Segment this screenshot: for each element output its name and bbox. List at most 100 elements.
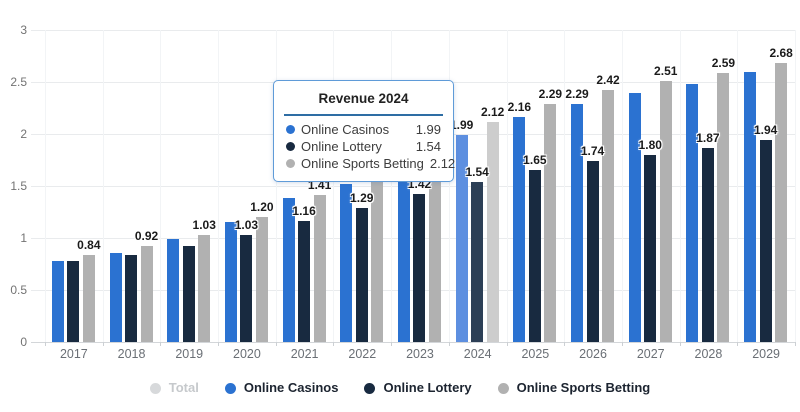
y-gridline-3 [31, 30, 795, 31]
legend-marker-icon [149, 382, 161, 394]
x-axis-label-2021: 2021 [290, 347, 319, 361]
data-label-online-lottery-2020: 1.03 [234, 217, 259, 232]
x-tickmark [45, 342, 46, 346]
tooltip-series-name: Online Sports Betting [301, 156, 424, 171]
bar-online-sports-betting-2021[interactable] [313, 195, 326, 342]
bar-online-lottery-2027[interactable] [644, 154, 657, 342]
bar-online-lottery-2028[interactable] [701, 147, 714, 342]
bar-online-lottery-2029[interactable] [759, 140, 772, 342]
x-gridline [679, 30, 681, 342]
bar-online-lottery-2019[interactable] [182, 246, 195, 342]
bar-online-casinos-2024[interactable] [455, 135, 468, 342]
data-label-online-sports-betting-2019: 1.03 [192, 217, 216, 232]
data-label-online-lottery-2022: 1.29 [350, 190, 374, 205]
bar-online-casinos-2026[interactable] [571, 103, 584, 342]
legend-label: Online Casinos [243, 380, 339, 395]
data-label-online-lottery-2021: 1.16 [292, 204, 316, 219]
y-axis-label-0: 0 [20, 335, 27, 349]
x-gridline [275, 30, 277, 342]
tooltip-divider [284, 114, 443, 116]
legend-label: Online Sports Betting [516, 380, 651, 395]
bar-online-casinos-2022[interactable] [340, 183, 353, 342]
data-label-online-sports-betting-2027: 2.51 [654, 63, 678, 78]
bar-online-sports-betting-2027[interactable] [659, 80, 672, 342]
data-label-online-sports-betting-2017: 0.84 [77, 237, 101, 252]
x-tickmark [448, 342, 450, 346]
bar-online-casinos-2021[interactable] [282, 198, 295, 342]
x-gridline [333, 30, 335, 342]
data-label-online-sports-betting-2029: 2.68 [769, 46, 793, 61]
tooltip-row-online-casinos: Online Casinos 1.99 [274, 121, 453, 138]
bar-online-lottery-2022[interactable] [355, 207, 368, 342]
x-axis-label-2029: 2029 [752, 347, 781, 361]
bar-online-casinos-2028[interactable] [686, 84, 699, 342]
bar-online-casinos-2019[interactable] [167, 239, 180, 342]
legend-label: Online Lottery [383, 380, 472, 395]
y-gridline-1.5 [31, 186, 795, 187]
tooltip-series-name: Online Lottery [301, 139, 382, 154]
data-label-online-sports-betting-2020: 1.20 [250, 200, 274, 215]
x-tickmark [564, 342, 566, 346]
bar-online-lottery-2018[interactable] [125, 254, 138, 342]
bar-online-casinos-2025[interactable] [513, 117, 526, 342]
bar-online-casinos-2023[interactable] [397, 158, 410, 342]
x-gridline [621, 30, 623, 342]
y-axis-label-1: 1 [20, 231, 27, 245]
bar-online-sports-betting-2025[interactable] [544, 103, 557, 342]
x-axis-label-2023: 2023 [406, 347, 434, 361]
bar-online-sports-betting-2029[interactable] [775, 63, 788, 342]
x-axis-label-2026: 2026 [579, 347, 607, 361]
bar-online-lottery-2025[interactable] [528, 170, 541, 342]
x-tickmark [218, 342, 220, 346]
data-label-online-lottery-2028: 1.87 [696, 130, 720, 145]
x-gridline [448, 30, 450, 342]
data-label-online-casinos-2025: 2.16 [507, 100, 532, 115]
bar-online-lottery-2024[interactable] [471, 181, 484, 342]
bar-online-sports-betting-2019[interactable] [198, 234, 211, 342]
x-axis-label-2019: 2019 [175, 347, 204, 361]
x-gridline [102, 30, 104, 342]
bar-online-sports-betting-2017[interactable] [82, 254, 95, 342]
y-gridline-0 [31, 342, 795, 343]
bar-online-sports-betting-2028[interactable] [717, 72, 730, 342]
tooltip: Revenue 2024 Online Casinos 1.99 Online Lo… [273, 80, 455, 182]
series-dot-icon [286, 142, 295, 151]
series-dot-icon [286, 125, 295, 134]
data-label-online-sports-betting-2025: 2.29 [538, 86, 563, 101]
x-axis-label-2028: 2028 [694, 347, 723, 361]
bar-online-casinos-2029[interactable] [744, 71, 757, 342]
bar-online-casinos-2017[interactable] [51, 260, 64, 342]
legend-item-online-lottery[interactable]: Online Lottery [364, 375, 472, 401]
y-axis-label-2.5: 2.5 [10, 75, 27, 89]
x-tickmark [506, 342, 508, 346]
bar-online-sports-betting-2022[interactable] [371, 180, 384, 342]
bar-online-casinos-2018[interactable] [109, 252, 122, 342]
x-tickmark [102, 342, 104, 346]
bar-online-lottery-2021[interactable] [298, 221, 311, 342]
bar-online-sports-betting-2020[interactable] [255, 217, 268, 342]
data-label-online-sports-betting-2028: 2.59 [711, 55, 736, 70]
data-label-online-lottery-2024: 1.54 [465, 164, 489, 179]
x-tickmark [391, 342, 393, 346]
bar-online-sports-betting-2024[interactable] [486, 121, 499, 342]
legend-marker-icon [497, 382, 509, 394]
legend-item-online-casinos[interactable]: Online Casinos [224, 375, 339, 401]
bar-online-lottery-2026[interactable] [586, 161, 599, 342]
bar-online-lottery-2020[interactable] [240, 234, 253, 342]
bar-online-sports-betting-2018[interactable] [140, 246, 153, 342]
x-axis-label-2024: 2024 [463, 347, 492, 361]
bar-online-lottery-2017[interactable] [67, 260, 80, 342]
bar-online-lottery-2023[interactable] [413, 194, 426, 342]
data-label-online-lottery-2027: 1.80 [638, 137, 662, 152]
data-label-online-sports-betting-2026: 2.42 [596, 73, 620, 88]
x-gridline [391, 30, 393, 342]
bar-online-casinos-2020[interactable] [224, 222, 237, 342]
y-axis-label-1.5: 1.5 [10, 179, 27, 193]
x-gridline [506, 30, 508, 342]
legend-item-total[interactable]: Total [149, 375, 199, 401]
x-gridline [564, 30, 566, 342]
bar-online-casinos-2027[interactable] [628, 93, 641, 342]
legend-item-online-sports-betting[interactable]: Online Sports Betting [497, 375, 651, 401]
bar-online-sports-betting-2023[interactable] [428, 149, 441, 342]
bar-online-sports-betting-2026[interactable] [602, 90, 615, 342]
